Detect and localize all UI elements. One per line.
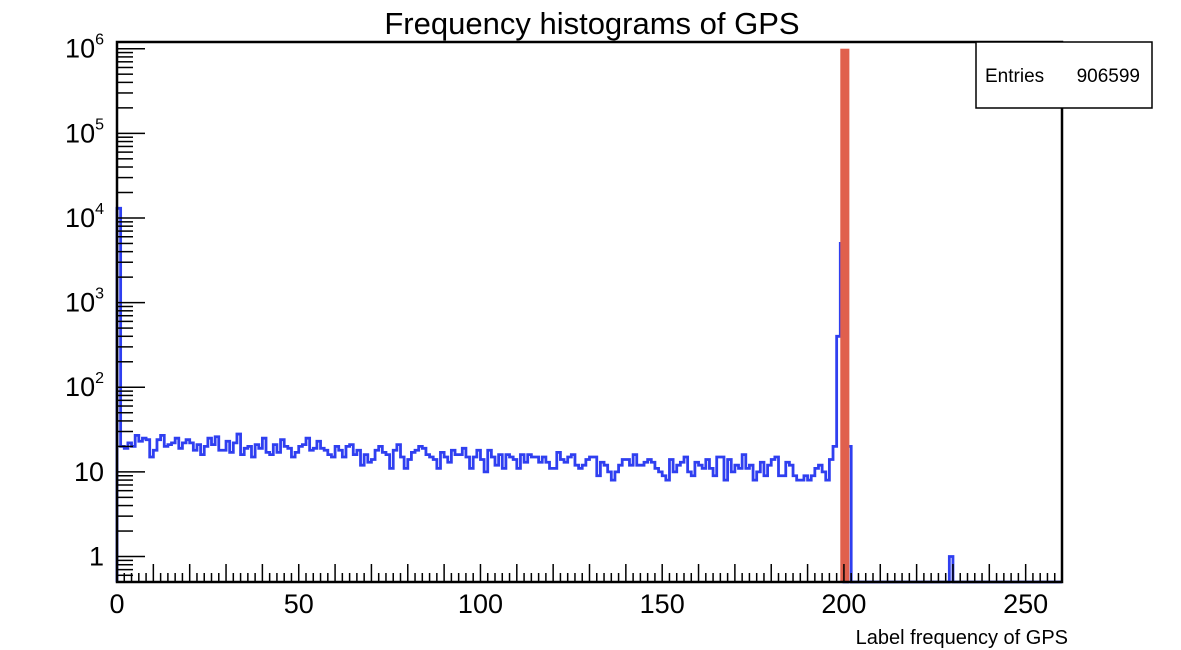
- stats-entries-value: 906599: [1077, 66, 1140, 87]
- plot-frame: [115, 40, 1064, 584]
- stats-box-frame: [975, 41, 1153, 109]
- y-tick-label: 103: [65, 286, 104, 318]
- x-tick-label: 150: [640, 589, 685, 619]
- x-tick-label: 100: [458, 589, 503, 619]
- y-tick-label: 1: [89, 542, 104, 572]
- stats-entries-label: Entries: [985, 66, 1044, 87]
- stats-box: Entries 906599: [975, 41, 1153, 109]
- x-tick-label: 50: [284, 589, 314, 619]
- x-axis-label: Label frequency of GPS: [856, 627, 1068, 649]
- plot-area: [115, 48, 1062, 584]
- y-tick-label: 102: [65, 370, 104, 402]
- chart-title: Frequency histograms of GPS: [384, 6, 799, 41]
- y-tick-label: 105: [65, 116, 104, 148]
- x-tick-label: 0: [109, 589, 124, 619]
- y-tick-label: 104: [65, 201, 104, 233]
- histogram-series-blue: [115, 206, 1062, 584]
- axes: 0 50 100 150 200 250 1 10 102 103 104 105 106: [65, 32, 1063, 619]
- y-tick-label: 10: [74, 457, 104, 487]
- y-tick-label: 106: [65, 32, 104, 64]
- x-tick-label: 200: [821, 589, 866, 619]
- histogram-bar-red: [840, 48, 850, 582]
- x-tick-label: 250: [1003, 589, 1048, 619]
